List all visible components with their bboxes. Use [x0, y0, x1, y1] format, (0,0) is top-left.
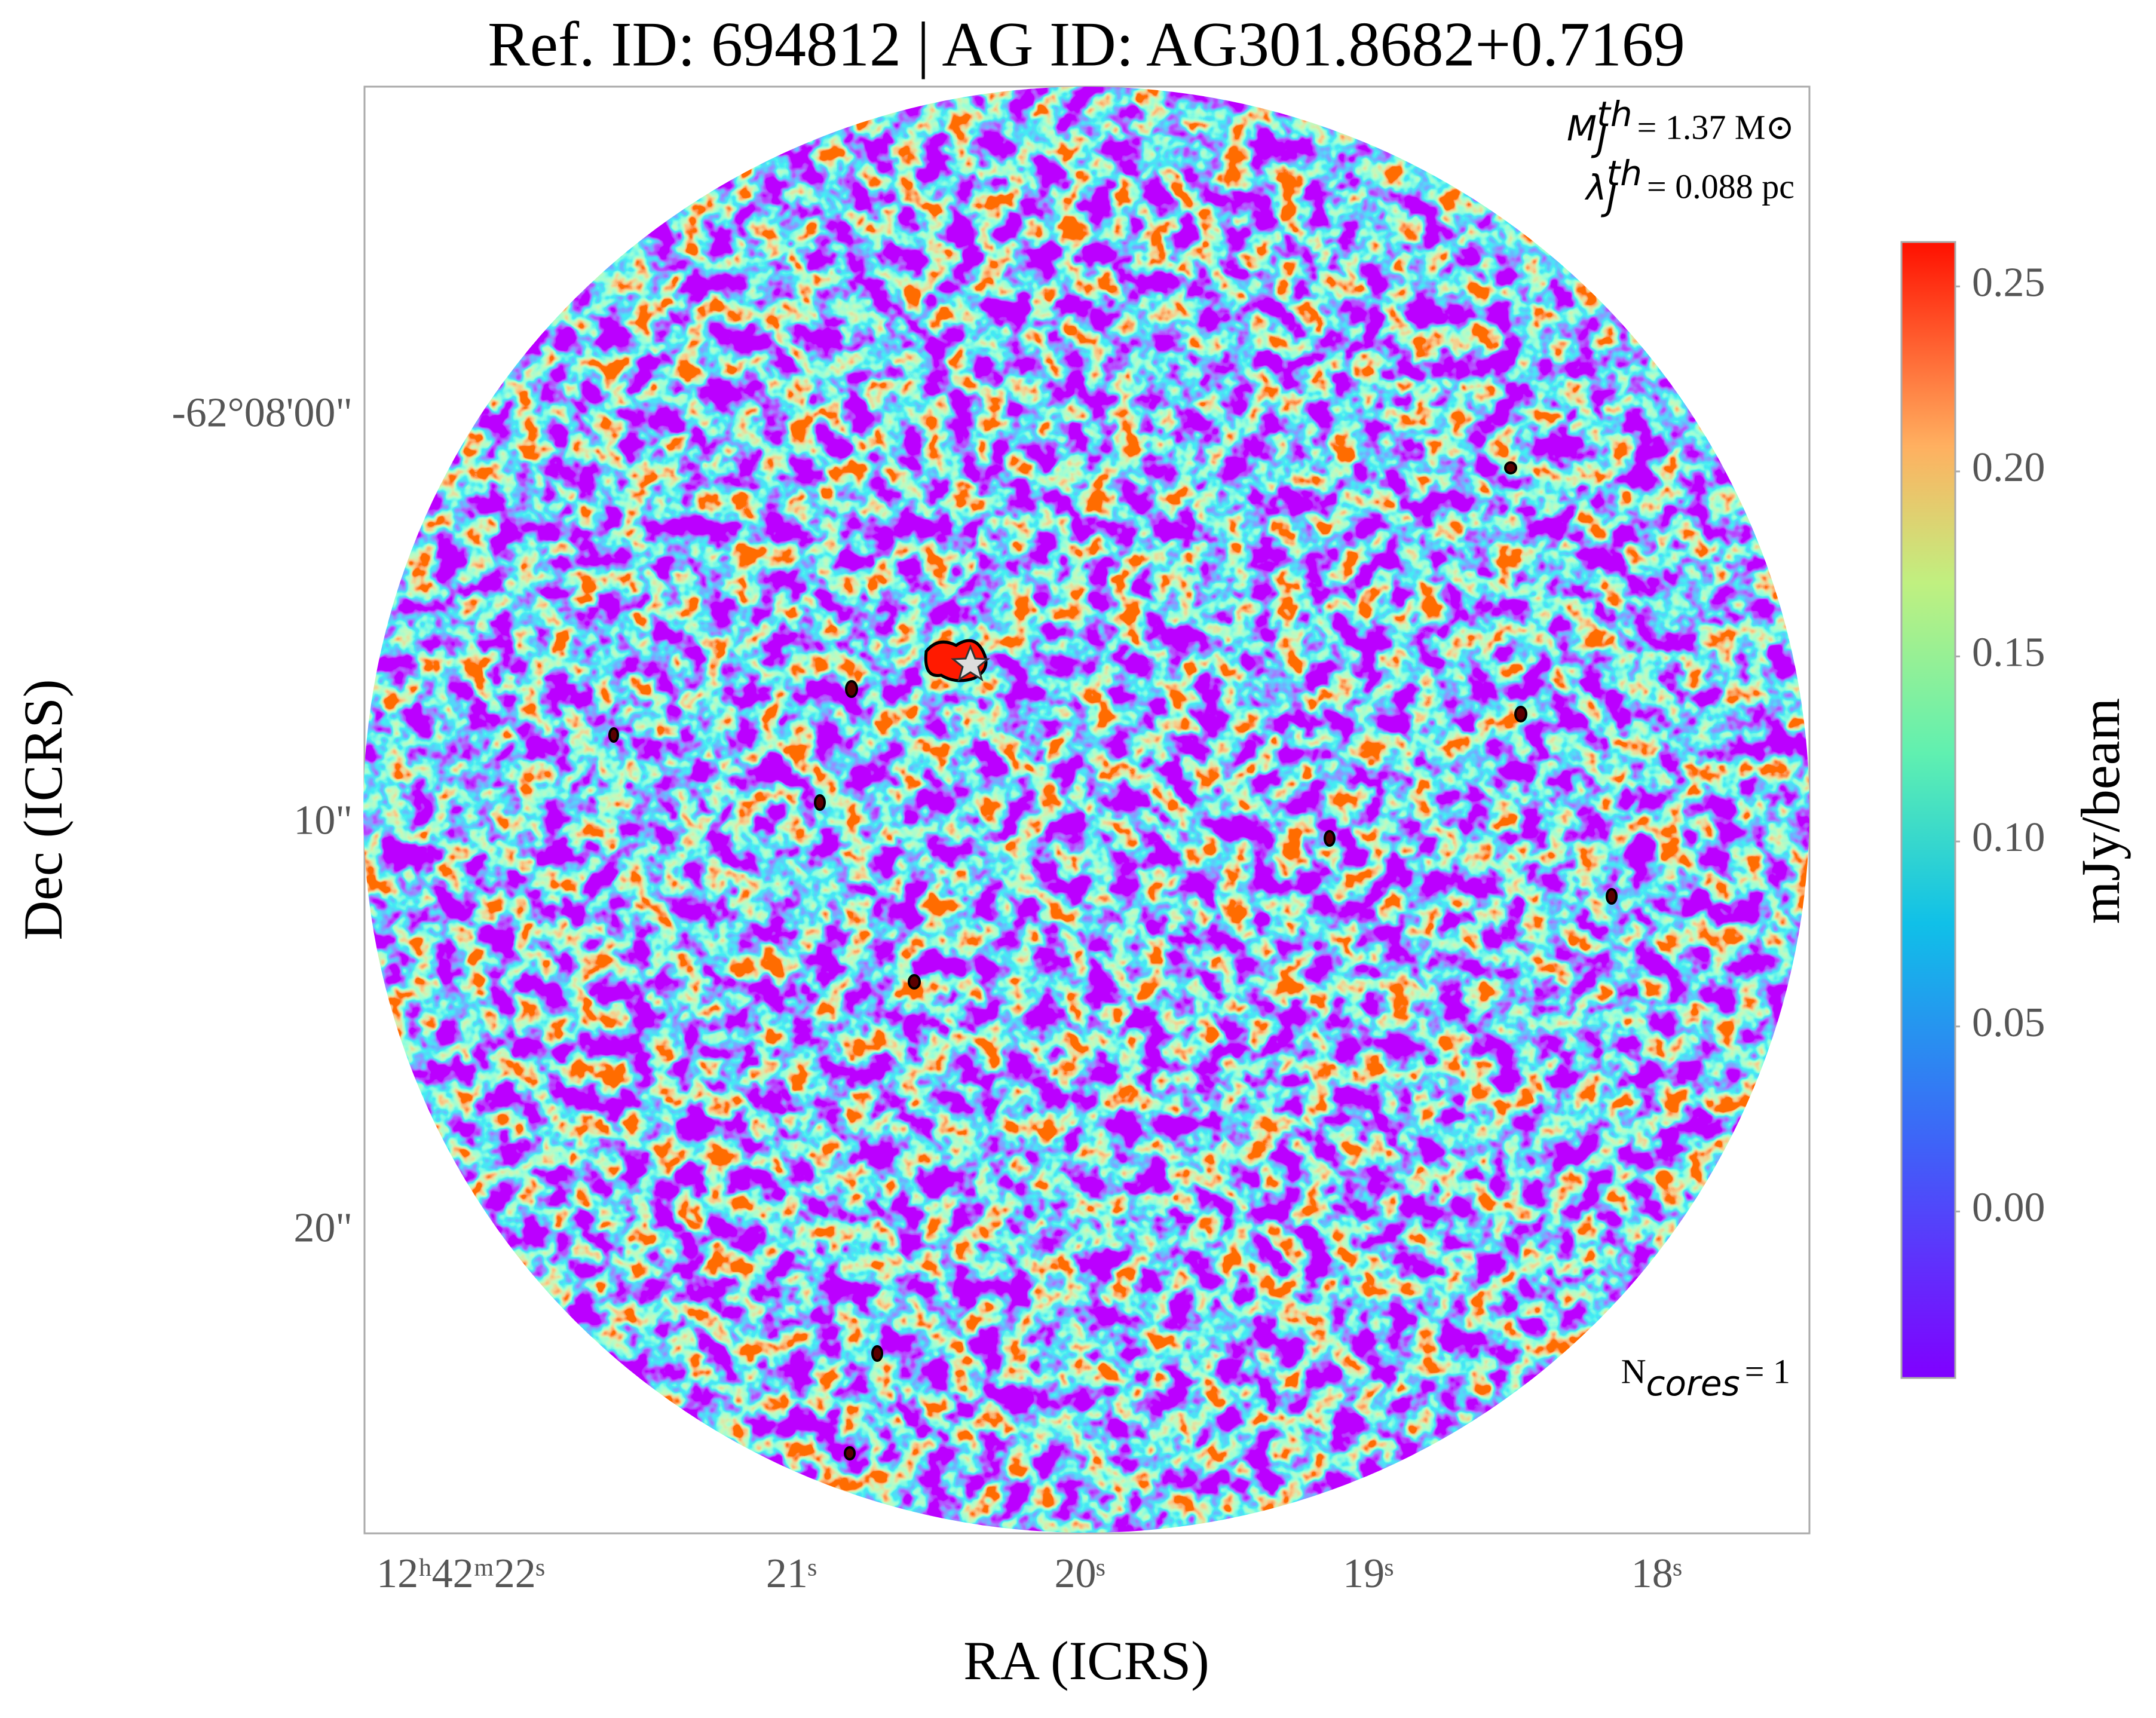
- x-tick-label: 19ˢ: [1343, 1551, 1394, 1597]
- annotation: λ Jth = 0.088 pc: [1584, 153, 1794, 219]
- annotation-symbol: λ: [1584, 167, 1606, 208]
- x-tick-label: 12ʰ42ᵐ22ˢ: [376, 1551, 545, 1597]
- x-tick-label: 21ˢ: [766, 1551, 817, 1597]
- annotation-superscript: th: [1597, 94, 1633, 134]
- y-tick-label: 20": [293, 1205, 353, 1251]
- annotation: M Jth = 1.37 M⊙: [1567, 94, 1794, 160]
- x-tick-label: 20ˢ: [1054, 1551, 1105, 1597]
- core-marker: [951, 644, 990, 682]
- annotation-text: = 1: [1745, 1352, 1790, 1391]
- colorbar-tick-label: 0.05: [1972, 1000, 2045, 1046]
- colorbar-label: mJy/beam: [2070, 698, 2131, 924]
- annotation-symbol: N: [1621, 1352, 1646, 1391]
- annotation-symbol: M: [1567, 108, 1597, 149]
- compact-sources: [608, 461, 1618, 1460]
- colorbar: [1900, 241, 1956, 1379]
- y-tick-label: -62°08'00": [172, 390, 353, 436]
- y-tick-label: 10": [293, 797, 353, 843]
- colorbar-tick-label: 0.15: [1972, 630, 2045, 676]
- noise-map: [363, 87, 1809, 1533]
- colorbar-tick-label: 0.10: [1972, 814, 2045, 860]
- x-tick-label: 18ˢ: [1631, 1551, 1682, 1597]
- x-axis-label: RA (ICRS): [963, 1630, 1209, 1691]
- annotation-text: = 1.37 M⊙: [1637, 108, 1794, 146]
- chart-title: Ref. ID: 694812 | AG ID: AG301.8682+0.71…: [488, 9, 1685, 79]
- emission-map: [363, 87, 1809, 1533]
- y-axis-label: Dec (ICRS): [13, 679, 74, 941]
- colorbar-tick-label: 0.20: [1972, 445, 2045, 491]
- colorbar-tick-label: 0.00: [1972, 1184, 2045, 1230]
- annotation-superscript: th: [1607, 153, 1643, 194]
- annotation-subscript: cores: [1646, 1363, 1740, 1404]
- annotation-text: = 0.088 pc: [1647, 167, 1794, 206]
- colorbar-tick-label: 0.25: [1972, 259, 2045, 305]
